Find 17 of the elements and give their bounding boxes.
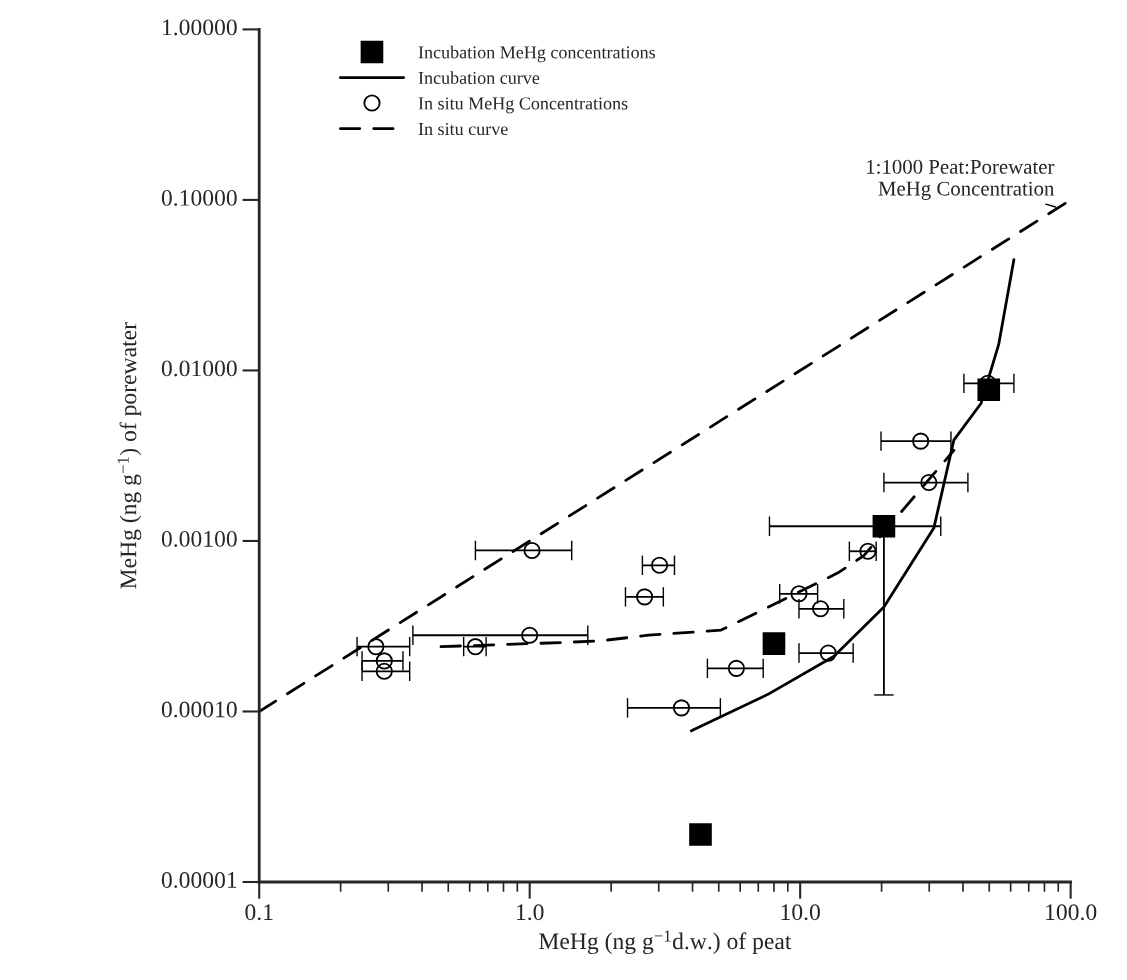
y-tick-label: 0.10000 [161, 189, 237, 206]
legend-label: Incubation curve [418, 71, 540, 85]
x-tick-label: 10.0 [781, 904, 820, 921]
x-axis-title: MeHg (ng g$^{−1}$d.w.) of peat [539, 930, 792, 955]
x-tick-label: 1.0 [517, 904, 544, 921]
y-tick-label: 0.00001 [161, 871, 237, 889]
x-tick-label: 0.1 [245, 904, 273, 921]
annotation: 1:1000 Peat:Porewater MeHg Concentration [867, 159, 1055, 200]
legend-label: In situ curve [418, 122, 508, 136]
legend-label: In situ MeHg Concentrations [418, 97, 628, 114]
x-tick-label: 100.0 [1046, 904, 1097, 921]
y-tick-label: 1.00000 [163, 19, 237, 36]
y-tick-label: 0.01000 [161, 360, 237, 377]
y-tick-label: 0.00010 [161, 701, 237, 718]
y-tick-label: 0.00100 [161, 530, 237, 547]
legend-label: Incubation MeHg concentrations [418, 45, 656, 63]
y-axis-title: MeHg (ng g$^{−1}$) of porewater [117, 322, 142, 589]
